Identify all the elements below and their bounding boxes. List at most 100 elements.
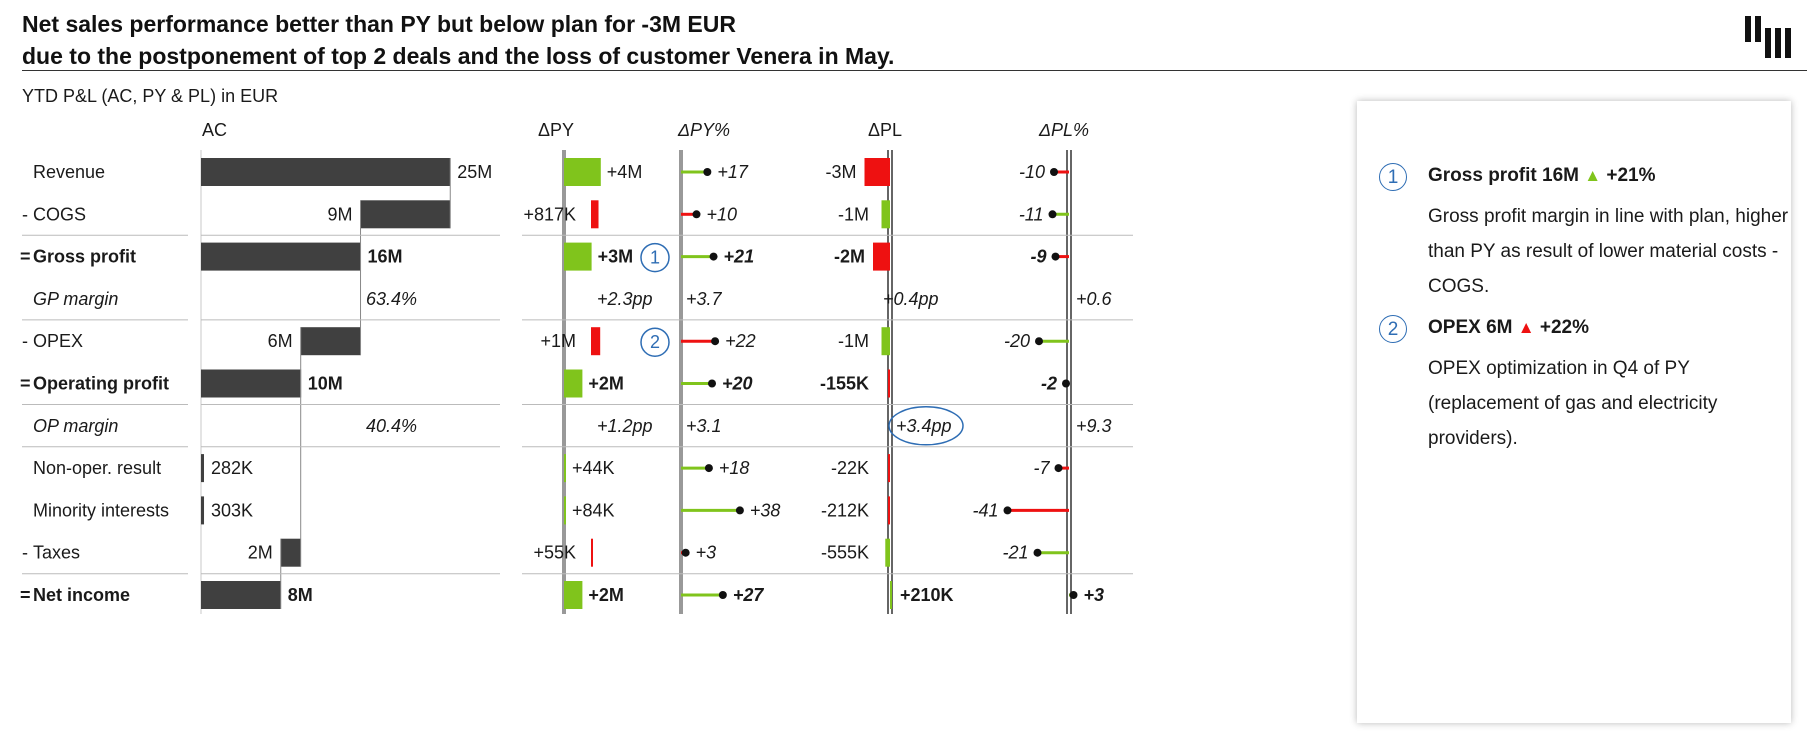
delta-py-pct-dot — [692, 210, 701, 219]
ac-bar — [201, 242, 361, 271]
delta-py-label: +2M — [588, 585, 624, 605]
delta-py-pct-label: +20 — [722, 374, 753, 394]
row-label: Revenue — [33, 162, 105, 182]
delta-pl-label: -155K — [820, 374, 869, 394]
ac-bar — [360, 200, 451, 229]
callout-number: 2 — [650, 332, 660, 352]
delta-py-bar — [564, 454, 566, 483]
header-ac: AC — [202, 120, 227, 140]
row-label: OP margin — [33, 416, 118, 436]
delta-py-pct-label: +27 — [733, 585, 765, 605]
note-2-text: OPEX optimization in Q4 of PY (replaceme… — [1428, 358, 1718, 449]
delta-py-label: +4M — [607, 162, 643, 182]
headline-line-2: due to the postponement of top 2 deals a… — [22, 43, 895, 69]
delta-pl-pct-dot — [1050, 168, 1058, 176]
header-delta-pl-pct: ΔPL% — [1038, 120, 1089, 140]
ac-value-label: 25M — [457, 162, 492, 182]
note-1-number: 1 — [1379, 163, 1407, 191]
delta-py-bar — [564, 369, 583, 398]
header-delta-py-pct: ΔPY% — [677, 120, 730, 140]
delta-pl-pct-label: -20 — [1004, 331, 1030, 351]
ac-value-label: 2M — [248, 543, 273, 563]
delta-pl-label: -3M — [826, 162, 857, 182]
row-prefix: = — [20, 585, 31, 605]
ac-value-label: 6M — [268, 331, 293, 351]
delta-py-bar — [591, 200, 599, 229]
note-1-text: Gross profit margin in line with plan, h… — [1428, 206, 1789, 297]
delta-py-label: +44K — [572, 458, 615, 478]
delta-py-label: +817K — [523, 204, 576, 224]
delta-pl-pct-dot — [1054, 464, 1063, 473]
delta-pl-label: -555K — [821, 543, 869, 563]
delta-pl-bar — [888, 496, 890, 525]
row-prefix: = — [20, 374, 31, 394]
delta-py-pct-label: +21 — [724, 247, 755, 267]
delta-py-pct-label: +10 — [707, 204, 738, 224]
delta-pl-label: +0.4pp — [883, 289, 939, 309]
delta-pl-pct-label: +9.3 — [1076, 416, 1112, 436]
delta-py-label: +1M — [540, 331, 576, 351]
ac-value-label: 40.4% — [366, 416, 417, 436]
headline: Net sales performance better than PY but… — [22, 8, 894, 72]
pl-chart: YTD P&L (AC, PY & PL) in EUR AC ΔPY ΔPY% ΔPL… — [20, 86, 1133, 614]
row-label: COGS — [33, 204, 86, 224]
delta-pl-pct-label: +3 — [1084, 585, 1105, 605]
delta-py-pct-label: +18 — [719, 458, 750, 478]
delta-pl-bar — [888, 454, 890, 483]
delta-pl-bar — [881, 327, 890, 356]
delta-py-pct-dot — [703, 168, 712, 176]
triangle-up-icon: ▲ — [1584, 166, 1602, 185]
delta-py-label: +2M — [588, 374, 624, 394]
triangle-up-icon: ▲ — [1517, 318, 1535, 337]
ac-value-label: 282K — [211, 458, 253, 478]
delta-py-pct-label: +22 — [725, 331, 756, 351]
delta-pl-pct-label: -2 — [1041, 374, 1057, 394]
ac-bar — [201, 369, 301, 398]
delta-py-label: +3M — [598, 247, 634, 267]
delta-pl-label: +210K — [900, 585, 954, 605]
row-label: Minority interests — [33, 500, 169, 520]
delta-py-label: +2.3pp — [597, 289, 653, 309]
delta-py-pct-dot — [711, 337, 720, 346]
note-1-title: Gross profit 16M — [1428, 165, 1579, 186]
zebra-bi-logo — [1745, 16, 1791, 58]
delta-pl-pct-dot — [1051, 252, 1060, 261]
delta-pl-bar — [888, 369, 890, 398]
delta-pl-bar — [881, 200, 890, 229]
ac-bar — [300, 327, 361, 356]
note-1-delta: +21% — [1606, 165, 1656, 186]
ac-value-label: 16M — [368, 247, 403, 267]
header-delta-pl: ΔPL — [868, 120, 902, 140]
delta-pl-pct-dot — [1062, 379, 1070, 388]
row-prefix: - — [22, 331, 28, 351]
callout-ellipse — [888, 406, 964, 446]
callout-number: 1 — [650, 248, 660, 268]
delta-pl-pct-label: -21 — [1002, 543, 1028, 563]
callout-marker — [640, 327, 670, 357]
delta-py-bar — [591, 538, 593, 567]
delta-py-label: +1.2pp — [597, 416, 653, 436]
delta-py-pct-label: +17 — [717, 162, 749, 182]
ac-bar — [280, 538, 301, 567]
delta-py-pct-dot — [708, 379, 716, 388]
delta-pl-label: -22K — [831, 458, 869, 478]
delta-py-pct-label: +38 — [750, 500, 781, 520]
headline-rule — [22, 70, 1807, 71]
note-2-heading: OPEX 6M ▲ +22% — [1428, 317, 1589, 339]
delta-pl-pct-dot — [1003, 506, 1012, 515]
headline-line-1: Net sales performance better than PY but… — [22, 11, 736, 37]
row-label: Gross profit — [33, 247, 136, 267]
ac-value-label: 10M — [308, 374, 343, 394]
row-label: Operating profit — [33, 374, 169, 394]
header-delta-py: ΔPY — [538, 120, 574, 140]
delta-py-bar — [564, 581, 583, 609]
delta-py-bar — [564, 242, 592, 271]
delta-pl-bar — [885, 538, 890, 567]
ac-bar — [201, 581, 281, 609]
delta-pl-label: +3.4pp — [896, 416, 952, 436]
row-label: Taxes — [33, 543, 80, 563]
delta-pl-label: -212K — [821, 500, 869, 520]
delta-pl-pct-dot — [1069, 591, 1078, 599]
delta-pl-label: -1M — [838, 331, 869, 351]
delta-pl-pct-dot — [1033, 548, 1042, 557]
